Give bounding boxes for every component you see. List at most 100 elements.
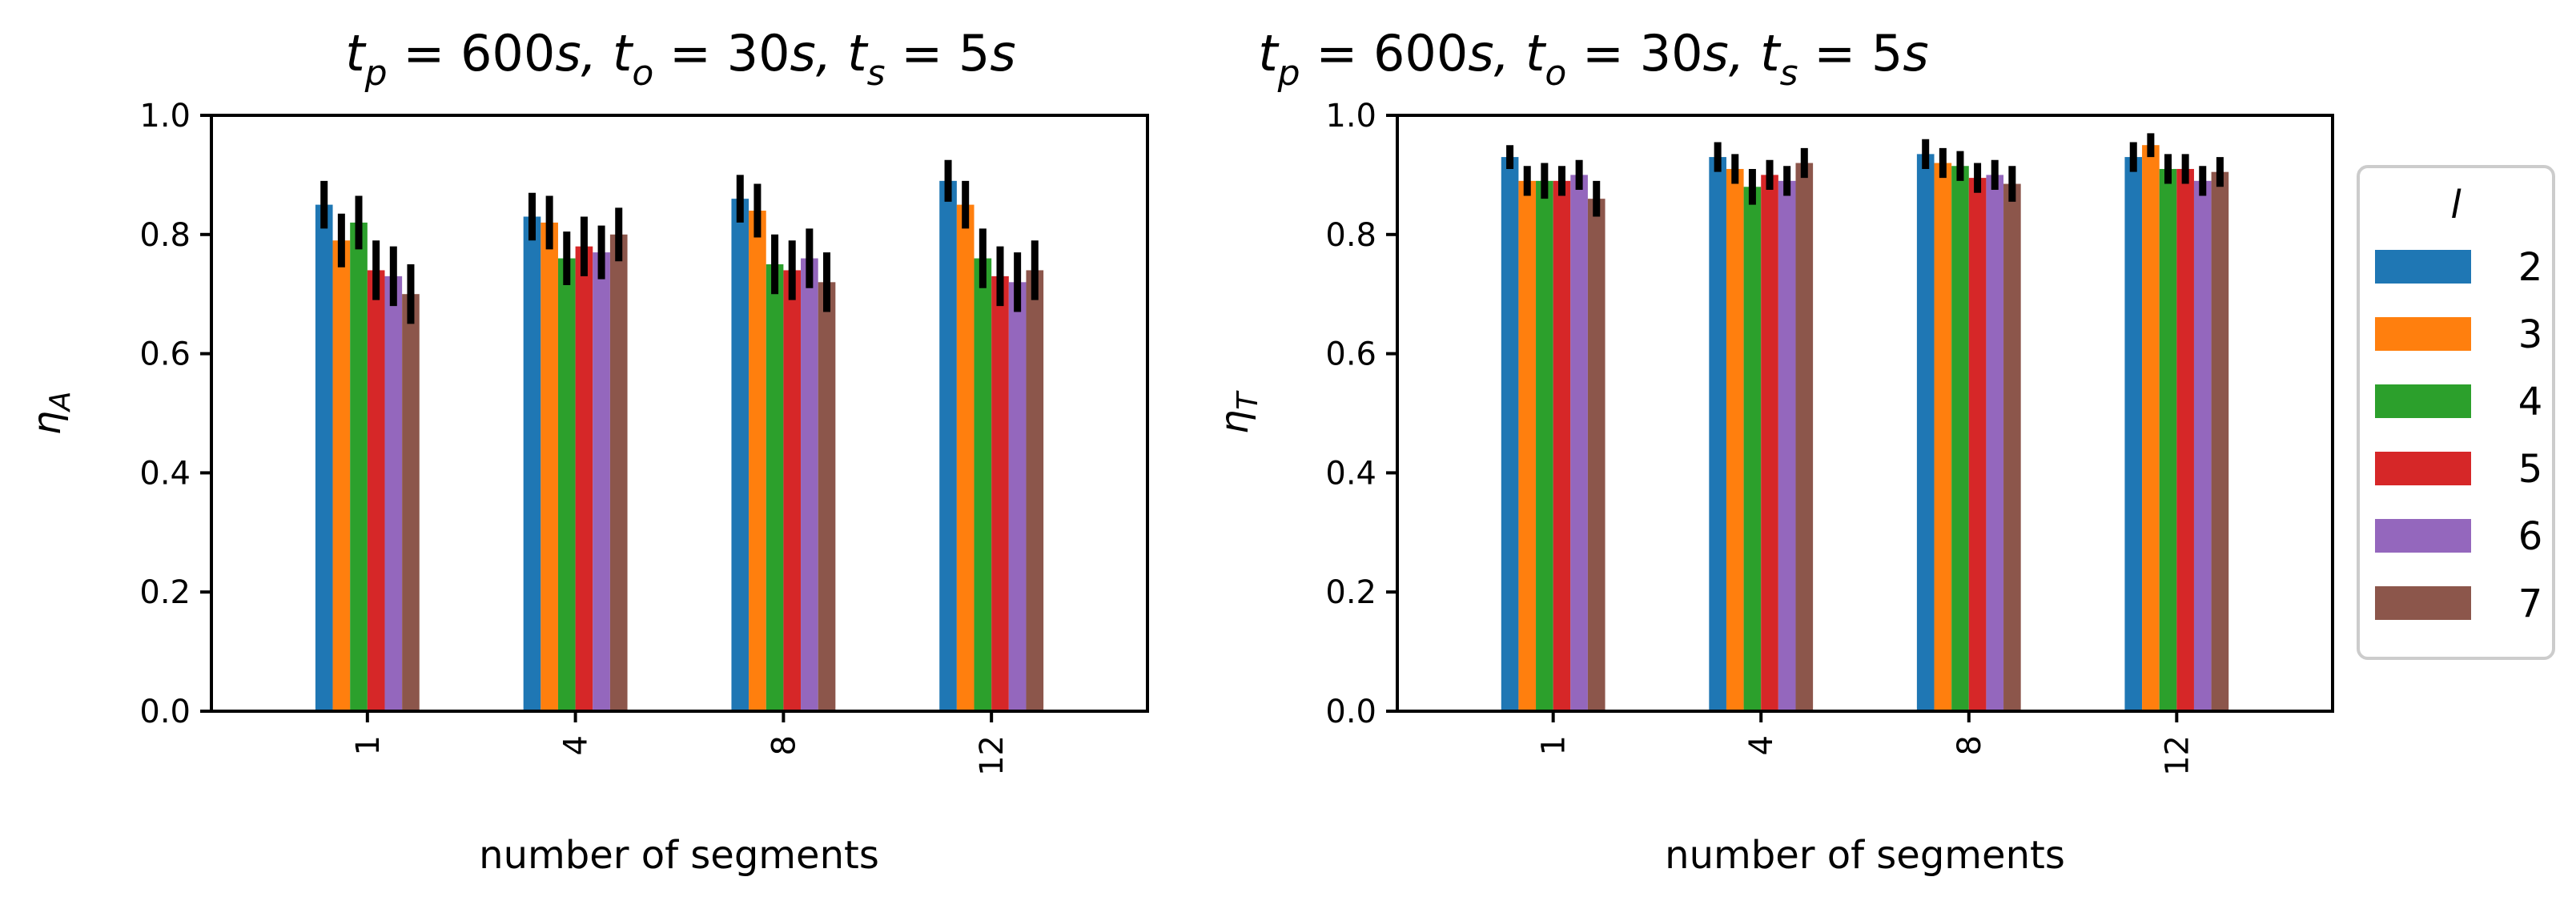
plot-frame (1396, 114, 2334, 713)
y-tick-label: 1.0 (1325, 98, 1376, 135)
legend-label: 4 (2518, 380, 2543, 424)
bar-series-3 (749, 211, 766, 711)
bar-series-3 (1934, 163, 1952, 711)
chart-eta-a: tp = 600s, to = 30s, ts = 5s 0.00.20.40.… (25, 24, 1149, 878)
chart-title: tp = 600s, to = 30s, ts = 5s (345, 24, 1015, 94)
bar-series-6 (593, 252, 610, 711)
bar-series-7 (818, 282, 836, 711)
x-tick-labels: 1 4 8 12 (350, 735, 1011, 776)
bar-series-2 (731, 199, 749, 711)
legend-swatch (2375, 317, 2471, 351)
bars (315, 180, 1044, 712)
y-tick-label: 0.8 (1325, 217, 1376, 254)
bar-series-2 (939, 180, 957, 712)
bar-series-7 (1587, 199, 1605, 711)
error-bars (320, 159, 1039, 324)
y-tick-label: 0.2 (1325, 574, 1376, 611)
bar-series-6 (2193, 180, 2212, 712)
bar-series-6 (1008, 282, 1027, 711)
bar-series-7 (1795, 163, 1814, 711)
bar-series-3 (2142, 145, 2160, 711)
legend-swatch (2375, 519, 2471, 553)
bar-series-4 (766, 264, 784, 711)
axis-ticks (200, 114, 994, 722)
x-axis-label: number of segments (479, 833, 879, 878)
bar-series-6 (1570, 175, 1588, 711)
y-tick-label: 0.6 (1325, 336, 1376, 373)
legend-entries: 2 3 4 5 6 7 (2375, 245, 2542, 626)
x-tick-labels: 1 4 8 12 (1536, 735, 2196, 776)
bar-series-6 (1986, 175, 2004, 711)
legend-swatch (2375, 452, 2471, 485)
bar-series-7 (609, 234, 628, 711)
y-tick-label: 0.0 (1325, 694, 1376, 730)
bar-series-7 (1026, 270, 1044, 711)
bar-series-6 (384, 276, 403, 711)
bar-series-5 (1761, 175, 1778, 711)
bar-series-5 (1553, 180, 1571, 712)
x-tick-label: 8 (1951, 735, 1988, 755)
y-tick-labels: 0.0 0.2 0.4 0.6 0.8 1.0 (139, 98, 191, 730)
y-tick-label: 0.8 (139, 217, 191, 254)
plot-frame (210, 114, 1149, 713)
bar-series-4 (557, 258, 576, 711)
error-bars (1506, 133, 2224, 217)
x-tick-label: 1 (350, 735, 387, 755)
bar-series-3 (1726, 168, 1744, 711)
bar-series-4 (1536, 180, 1553, 712)
bar-series-5 (575, 246, 593, 711)
y-tick-label: 0.4 (1325, 455, 1376, 492)
bar-series-5 (2176, 168, 2194, 711)
y-tick-label: 0.4 (139, 455, 191, 492)
bar-series-4 (350, 222, 368, 711)
bar-series-4 (974, 258, 992, 711)
bar-series-4 (1951, 166, 1969, 712)
legend-label: 7 (2518, 581, 2543, 626)
bar-series-6 (1778, 180, 1796, 712)
legend-swatch (2375, 250, 2471, 284)
bar-series-5 (1968, 178, 1987, 711)
legend-swatch (2375, 586, 2471, 620)
bars (1501, 145, 2229, 712)
bar-series-5 (367, 270, 385, 711)
y-tick-labels: 0.0 0.2 0.4 0.6 0.8 1.0 (1325, 98, 1376, 730)
y-tick-label: 0.6 (139, 336, 191, 373)
y-tick-label: 0.0 (139, 694, 191, 730)
chart-eta-t: tp = 600s, to = 30s, ts = 5s 0.00.20.40.… (1212, 24, 2334, 878)
legend: l 2 3 4 5 6 7 (2357, 165, 2555, 660)
x-tick-label: 12 (2159, 735, 2196, 776)
bar-series-3 (1518, 180, 1537, 712)
bar-series-4 (1743, 187, 1762, 711)
axis-ticks (1386, 114, 2179, 722)
bar-series-3 (541, 222, 558, 711)
bar-series-7 (2211, 171, 2229, 711)
bar-series-7 (2003, 183, 2021, 711)
chart-title: tp = 600s, to = 30s, ts = 5s (1258, 24, 1928, 94)
legend-label: 6 (2518, 514, 2543, 559)
x-tick-label: 4 (1743, 735, 1780, 755)
bar-series-2 (1709, 157, 1726, 711)
x-tick-label: 8 (766, 735, 802, 755)
bar-series-2 (315, 204, 333, 712)
legend-label: 3 (2518, 312, 2543, 357)
y-tick-label: 1.0 (139, 98, 191, 135)
bar-series-3 (956, 204, 975, 712)
x-tick-label: 1 (1536, 735, 1573, 755)
bar-series-7 (402, 294, 420, 711)
x-tick-label: 12 (974, 735, 1011, 776)
legend-title: l (2450, 183, 2461, 227)
bar-series-5 (991, 276, 1009, 711)
y-axis-label: ηT (1212, 390, 1264, 434)
x-tick-label: 4 (558, 735, 595, 755)
bar-series-3 (332, 240, 351, 711)
bar-series-4 (2159, 168, 2177, 711)
bar-series-2 (1916, 154, 1935, 712)
bar-series-2 (2124, 157, 2143, 711)
y-tick-label: 0.2 (139, 574, 191, 611)
bar-series-2 (523, 216, 541, 712)
y-axis-label: ηA (25, 391, 77, 435)
legend-swatch (2375, 384, 2471, 418)
bar-series-5 (783, 270, 802, 711)
legend-label: 2 (2518, 245, 2543, 290)
